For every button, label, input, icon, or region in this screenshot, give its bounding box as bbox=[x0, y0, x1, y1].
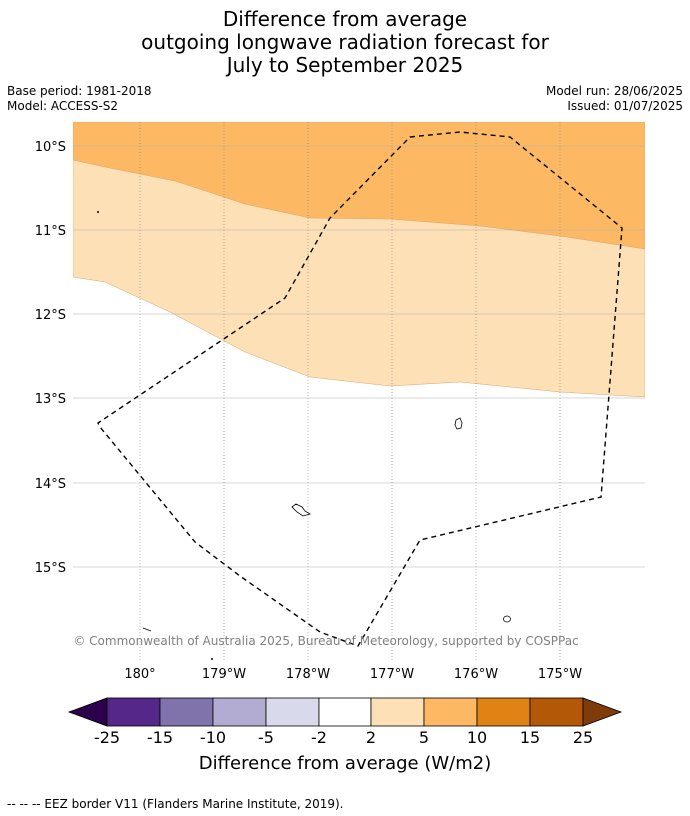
title-line-2: outgoing longwave radiation forecast for bbox=[141, 30, 549, 54]
colorbar-arrow-right bbox=[582, 697, 623, 727]
lon-label: 178°W bbox=[286, 667, 330, 682]
eez-legend: -- -- -- EEZ border V11 (Flanders Marine… bbox=[7, 797, 344, 811]
lon-label: 176°W bbox=[454, 667, 498, 682]
latitude-gridlines bbox=[73, 145, 645, 568]
band-5-to-10 bbox=[73, 122, 645, 250]
lat-label: 10°S bbox=[35, 140, 66, 155]
colorbar-swatch bbox=[476, 697, 531, 727]
longitude-labels: 180° 179°W 178°W 177°W 176°W 175°W bbox=[124, 667, 582, 682]
colorbar-label: 25 bbox=[572, 728, 594, 747]
lat-label: 12°S bbox=[35, 308, 66, 323]
colorbar-swatch bbox=[529, 697, 584, 727]
colorbar-label: 5 bbox=[418, 728, 430, 747]
colorbar-label: 2 bbox=[365, 728, 377, 747]
colorbar-label: -15 bbox=[146, 728, 174, 747]
colorbar-title: Difference from average (W/m2) bbox=[198, 753, 492, 774]
colorbar-label: -10 bbox=[199, 728, 227, 747]
model-run: Model run: 28/06/2025 bbox=[545, 84, 683, 98]
base-period: Base period: 1981-2018 bbox=[7, 84, 152, 98]
colorbar-label: 15 bbox=[519, 728, 541, 747]
issued-date: Issued: 01/07/2025 bbox=[567, 99, 683, 113]
lon-label: 179°W bbox=[202, 667, 246, 682]
colorbar-label: -2 bbox=[311, 728, 327, 747]
colorbar-swatch bbox=[212, 697, 267, 727]
lat-label: 13°S bbox=[35, 392, 66, 407]
island-3 bbox=[503, 615, 511, 623]
island-2 bbox=[291, 503, 311, 517]
meta-left: Base period: 1981-2018 Model: ACCESS-S2 bbox=[7, 84, 152, 114]
title-line-1: Difference from average bbox=[222, 7, 468, 31]
colorbar-swatch bbox=[318, 697, 372, 727]
lon-label: 180° bbox=[124, 667, 155, 682]
colorbar-label: -5 bbox=[258, 728, 274, 747]
island-1 bbox=[454, 417, 463, 430]
lon-label: 175°W bbox=[538, 667, 582, 682]
model-name: Model: ACCESS-S2 bbox=[7, 99, 119, 113]
island-5 bbox=[97, 211, 99, 213]
colorbar-label: 10 bbox=[466, 728, 488, 747]
colorbar-arrow-left bbox=[67, 697, 108, 727]
meta-right: Model run: 28/06/2025 Issued: 01/07/2025 bbox=[546, 84, 683, 114]
colorbar-swatch bbox=[370, 697, 425, 727]
title-line-3: July to September 2025 bbox=[226, 53, 464, 77]
lat-label: 15°S bbox=[35, 561, 66, 576]
map-title: Difference from average outgoing longwav… bbox=[0, 8, 690, 77]
colorbar-swatch bbox=[159, 697, 214, 727]
colorbar-swatch bbox=[106, 697, 161, 727]
island-4 bbox=[142, 627, 152, 632]
map-area bbox=[73, 122, 645, 660]
island-6 bbox=[211, 658, 213, 660]
colorbar-swatch bbox=[265, 697, 320, 727]
eez-border bbox=[97, 131, 623, 647]
lat-label: 14°S bbox=[35, 477, 66, 492]
latitude-labels: 10°S 11°S 12°S 13°S 14°S 15°S bbox=[35, 140, 66, 576]
lat-label: 11°S bbox=[35, 224, 66, 239]
lon-label: 177°W bbox=[370, 667, 414, 682]
colorbar bbox=[67, 697, 623, 727]
colorbar-swatch bbox=[423, 697, 478, 727]
colorbar-label: -25 bbox=[93, 728, 121, 747]
copyright-text: © Commonwealth of Australia 2025, Bureau… bbox=[73, 634, 578, 648]
